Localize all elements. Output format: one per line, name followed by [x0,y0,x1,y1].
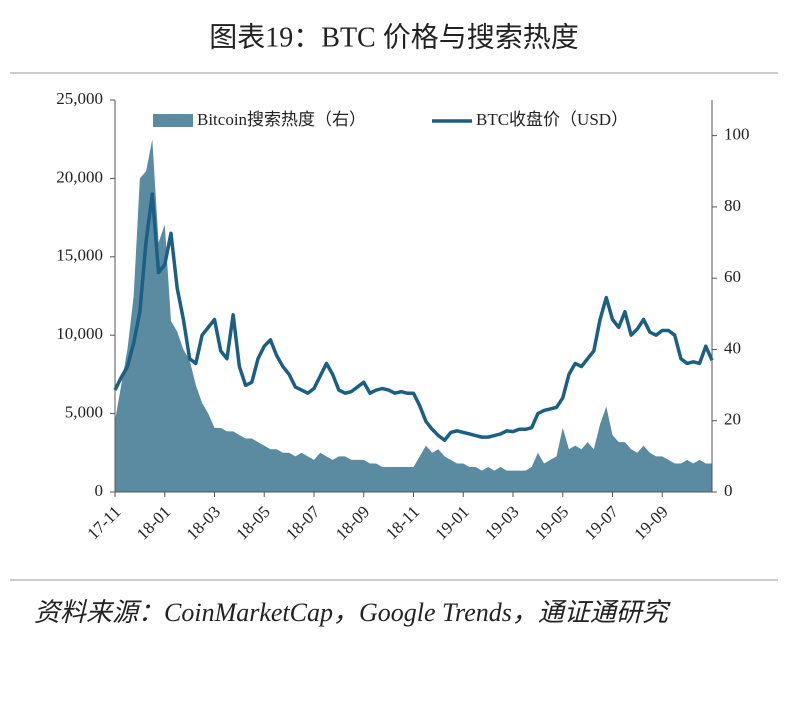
x-tick-label: 18-09 [332,502,373,543]
y2-tick-label: 60 [724,267,741,286]
x-tick-label: 18-03 [183,502,224,543]
y-tick-label: 0 [95,481,104,500]
x-tick-label: 19-09 [630,502,671,543]
x-tick-label: 19-07 [581,502,623,544]
y2-tick-label: 20 [724,410,741,429]
x-tick-label: 19-05 [531,502,572,543]
y-tick-label: 10,000 [56,324,103,343]
x-tick-label: 19-03 [481,502,522,543]
y2-tick-label: 80 [724,196,741,215]
legend-label: BTC收盘价（USD） [476,110,628,129]
y2-tick-label: 0 [724,481,733,500]
x-tick-label: 18-05 [232,502,273,543]
legend-swatch [153,114,193,127]
y-tick-label: 5,000 [65,403,103,422]
line [113,192,714,443]
area [115,139,712,492]
y-tick-label: 15,000 [56,246,103,265]
x-tick-label: 17-11 [84,502,125,543]
x-tick-label: 18-11 [382,502,423,543]
y-tick-label: 25,000 [56,89,103,108]
y2-tick-label: 100 [724,125,750,144]
x-tick-label: 19-01 [431,502,472,543]
source-note: 资料来源：CoinMarketCap，Google Trends，通证通研究 [34,598,668,627]
legend-label: Bitcoin搜索热度（右） [197,110,366,129]
chart-title: 图表19：BTC 价格与搜索热度 [209,21,578,53]
y-tick-label: 20,000 [56,167,103,186]
y2-tick-label: 40 [724,338,741,357]
x-tick-label: 18-01 [133,502,174,543]
x-tick-label: 18-07 [282,502,324,544]
